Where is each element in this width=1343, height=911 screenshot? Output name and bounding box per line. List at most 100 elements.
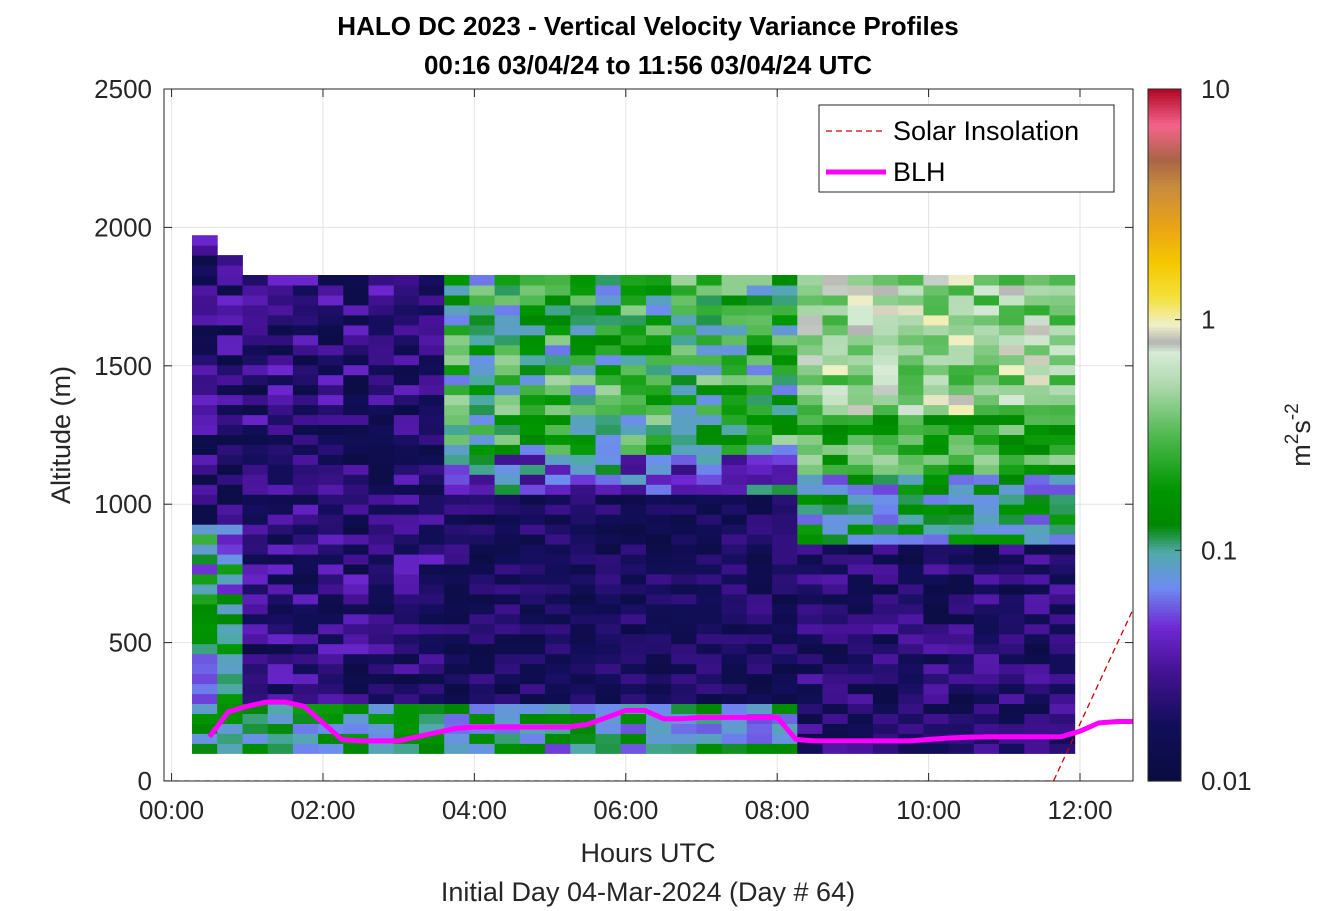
heatmap-cell xyxy=(469,574,496,585)
heatmap-cell xyxy=(519,683,546,695)
colorbar-segment xyxy=(1148,645,1181,650)
heatmap-cell xyxy=(267,643,294,655)
heatmap-cell xyxy=(797,404,823,416)
colorbar-tick-label: 10 xyxy=(1201,74,1230,104)
heatmap-cell xyxy=(898,564,924,575)
heatmap-cell xyxy=(368,583,395,595)
heatmap-cell xyxy=(721,484,748,495)
heatmap-cell xyxy=(721,304,748,316)
heatmap-cell xyxy=(292,574,319,585)
heatmap-cell xyxy=(570,304,596,316)
heatmap-cell xyxy=(746,384,773,396)
heatmap-cell xyxy=(242,643,269,655)
heatmap-cell xyxy=(646,434,672,445)
heatmap-cell xyxy=(444,384,470,396)
heatmap-cell xyxy=(746,444,773,455)
heatmap-cell xyxy=(217,404,243,416)
heatmap-cell xyxy=(318,344,344,356)
heatmap-cell xyxy=(267,444,294,455)
heatmap-cell xyxy=(772,583,798,595)
heatmap-cell xyxy=(242,354,269,366)
heatmap-cell xyxy=(822,564,849,575)
heatmap-cell xyxy=(646,544,672,555)
heatmap-cell xyxy=(999,593,1025,605)
heatmap-cell xyxy=(898,275,924,286)
heatmap-cell xyxy=(570,285,596,296)
colorbar-segment xyxy=(1148,179,1181,183)
colorbar-segment xyxy=(1148,218,1181,222)
heatmap-cell xyxy=(393,574,420,585)
heatmap-cell xyxy=(217,683,243,695)
heatmap-cell xyxy=(469,653,496,665)
heatmap-cell xyxy=(772,334,798,346)
heatmap-cell xyxy=(973,344,1000,356)
heatmap-cell xyxy=(267,673,294,685)
heatmap-cell xyxy=(242,454,269,465)
heatmap-cell xyxy=(646,643,672,655)
heatmap-cell xyxy=(847,514,874,525)
heatmap-cell xyxy=(671,374,697,386)
heatmap-cell xyxy=(721,544,748,555)
heatmap-cell xyxy=(242,554,269,565)
heatmap-cell xyxy=(721,324,748,336)
heatmap-cell xyxy=(393,673,420,685)
heatmap-cell xyxy=(318,623,344,635)
heatmap-cell xyxy=(923,683,950,695)
heatmap-cell xyxy=(746,663,773,675)
heatmap-cell xyxy=(721,524,748,535)
heatmap-cell xyxy=(469,334,496,346)
colorbar-segment xyxy=(1148,362,1181,367)
heatmap-cell xyxy=(545,434,571,445)
heatmap-cell xyxy=(999,583,1025,595)
heatmap-cell xyxy=(368,374,395,386)
heatmap-cell xyxy=(494,304,521,316)
heatmap-cell xyxy=(1049,324,1076,336)
heatmap-cell xyxy=(923,474,950,485)
heatmap-cell xyxy=(444,364,470,376)
heatmap-cell xyxy=(898,364,924,376)
heatmap-cell xyxy=(948,294,975,306)
heatmap-cell xyxy=(494,394,521,406)
colorbar-segment xyxy=(1148,741,1181,746)
plot-frame xyxy=(163,88,1134,782)
heatmap-cell xyxy=(469,504,496,515)
heatmap-cell xyxy=(595,683,622,695)
heatmap-cell xyxy=(393,723,420,734)
heatmap-cell xyxy=(343,364,369,376)
heatmap-cell xyxy=(721,554,748,565)
heatmap-cell xyxy=(242,294,269,306)
heatmap-cell xyxy=(242,534,269,545)
heatmap-cell xyxy=(923,434,950,445)
heatmap-cell xyxy=(847,633,874,645)
heatmap-cell xyxy=(646,414,672,425)
colorbar-segment xyxy=(1148,380,1181,385)
heatmap-cell xyxy=(620,434,647,445)
heatmap-cell xyxy=(898,683,924,695)
heatmap-cell xyxy=(696,743,723,754)
heatmap-cell xyxy=(1024,633,1050,645)
colorbar-segment xyxy=(1148,585,1181,590)
heatmap-cell xyxy=(192,474,218,485)
heatmap-cell xyxy=(393,743,420,754)
heatmap-cell xyxy=(595,623,622,635)
heatmap-cell xyxy=(292,673,319,685)
heatmap-cell xyxy=(646,583,672,595)
colorbar-segment xyxy=(1148,89,1181,93)
heatmap-cell xyxy=(494,524,521,535)
heatmap-cell xyxy=(948,275,975,286)
heatmap-cell xyxy=(999,743,1025,754)
heatmap-cell xyxy=(1049,285,1076,296)
heatmap-cell xyxy=(973,404,1000,416)
heatmap-cell xyxy=(898,484,924,495)
heatmap-cell xyxy=(772,285,798,296)
heatmap-cell xyxy=(519,564,546,575)
heatmap-cell xyxy=(368,534,395,545)
heatmap-cell xyxy=(292,434,319,445)
colorbar-segment xyxy=(1148,311,1181,316)
heatmap-cell xyxy=(393,434,420,445)
heatmap-cell xyxy=(545,384,571,396)
heatmap-cell xyxy=(847,394,874,406)
heatmap-cell xyxy=(746,414,773,425)
heatmap-cell xyxy=(444,564,470,575)
